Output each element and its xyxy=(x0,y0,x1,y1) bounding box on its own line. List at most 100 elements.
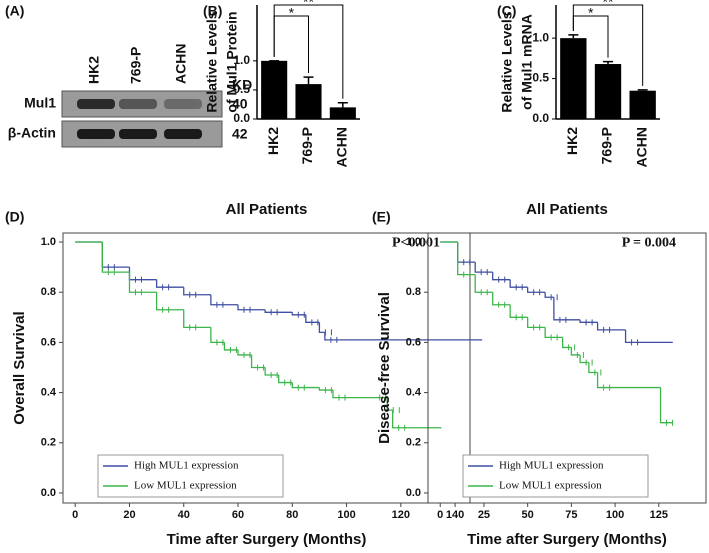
x-tick-label: 769-P xyxy=(299,127,315,164)
y-tick-label: 0.0 xyxy=(233,111,250,125)
censor-tick xyxy=(666,419,674,426)
survival-step xyxy=(264,309,293,313)
y-axis-label: Overall Survival xyxy=(11,311,28,424)
censor-tick xyxy=(324,329,332,336)
survival-step xyxy=(291,382,320,389)
legend-label: Low MUL1 expression xyxy=(499,480,602,492)
censor-tick xyxy=(576,351,584,358)
survival-step xyxy=(237,304,266,311)
censor-tick xyxy=(550,334,558,341)
y-tick-label: 0.6 xyxy=(406,336,421,348)
bar xyxy=(560,38,587,119)
legend-label: High MUL1 expression xyxy=(134,460,239,472)
survival-step xyxy=(101,242,130,273)
x-tick-label: 25 xyxy=(478,509,490,521)
survival-step xyxy=(509,304,528,318)
survival-step xyxy=(291,312,306,316)
censor-tick xyxy=(463,271,471,278)
x-tick-label: 140 xyxy=(446,509,464,521)
censor-tick xyxy=(134,276,142,283)
survival-step xyxy=(596,322,626,331)
significance-label: * xyxy=(588,5,594,21)
error-bar xyxy=(603,60,613,65)
censor-tick xyxy=(216,339,224,346)
x-tick-label: HK2 xyxy=(265,127,281,155)
survival-step xyxy=(492,292,511,306)
censor-tick xyxy=(270,309,278,316)
survival-step xyxy=(579,319,598,323)
survival-step xyxy=(474,274,493,293)
bar xyxy=(629,90,656,119)
survival-step xyxy=(318,322,325,334)
survival-step xyxy=(210,327,225,344)
survival-step xyxy=(474,262,493,273)
x-tick-label: 0 xyxy=(437,509,443,521)
survival-step xyxy=(457,242,476,276)
x-tick-label: 75 xyxy=(565,509,577,521)
y-tick-label: 1.0 xyxy=(233,53,250,67)
censor-tick xyxy=(107,264,115,271)
significance-label: * xyxy=(289,5,295,21)
censor-tick xyxy=(297,311,305,318)
y-axis-label: of Mul1 mRNA xyxy=(519,14,535,110)
censor-tick xyxy=(585,359,593,366)
y-tick-label: 0.4 xyxy=(406,386,422,398)
x-tick-label: 769-P xyxy=(599,127,615,164)
survival-step xyxy=(318,387,333,391)
error-bar xyxy=(337,101,348,108)
x-tick-label: 80 xyxy=(286,509,298,521)
censor-tick xyxy=(568,344,576,351)
unit-label: KD xyxy=(232,77,252,93)
censor-tick xyxy=(189,324,197,331)
censor-tick xyxy=(324,387,332,394)
legend-box xyxy=(97,454,284,498)
panel-label: (A) xyxy=(5,3,24,19)
survival-step xyxy=(237,349,252,356)
censor-tick xyxy=(480,269,488,276)
censor-tick xyxy=(162,284,170,291)
survival-step xyxy=(332,390,374,399)
censor-tick xyxy=(229,346,237,353)
x-tick-label: ACHN xyxy=(334,127,350,167)
kd-label: 40 xyxy=(232,96,248,112)
survival-step xyxy=(183,309,211,328)
survival-step xyxy=(553,297,581,321)
row-label: β-Actin xyxy=(8,125,56,141)
y-axis-label: of Mul1 Protein xyxy=(224,11,240,112)
y-tick-label: 1.0 xyxy=(406,236,421,248)
censor-tick xyxy=(270,372,278,379)
error-bar xyxy=(303,76,314,85)
y-tick-label: 0.0 xyxy=(41,487,56,499)
survival-step xyxy=(210,294,239,306)
censor-tick xyxy=(311,319,319,326)
x-tick-label: 40 xyxy=(178,509,190,521)
survival-step xyxy=(659,387,673,424)
band xyxy=(119,129,157,139)
x-tick-label: 0 xyxy=(72,509,78,521)
x-tick-label: 100 xyxy=(337,509,355,521)
censor-tick xyxy=(585,319,593,326)
y-tick-label: 0.8 xyxy=(41,286,56,298)
y-tick-label: 1.0 xyxy=(41,236,56,248)
censor-tick xyxy=(297,384,305,391)
censor-tick xyxy=(379,394,387,401)
lane-label: HK2 xyxy=(86,56,102,84)
censor-tick xyxy=(107,269,115,276)
survival-step xyxy=(128,272,157,293)
significance-bracket xyxy=(572,4,644,86)
bar xyxy=(594,64,622,119)
survival-step xyxy=(128,267,157,281)
censor-tick xyxy=(338,394,346,401)
survival-step xyxy=(596,372,661,389)
x-axis-label: Time after Surgery (Months) xyxy=(167,531,367,548)
censor-tick xyxy=(134,289,142,296)
panel-label: (E) xyxy=(372,209,391,225)
kd-label: 42 xyxy=(232,126,248,142)
censor-tick xyxy=(257,364,265,371)
x-tick-label: 20 xyxy=(123,509,135,521)
bar xyxy=(261,60,288,119)
y-tick-label: 0.6 xyxy=(41,336,56,348)
survival-step xyxy=(155,292,184,311)
y-tick-label: 0.0 xyxy=(406,487,421,499)
error-bar xyxy=(637,89,648,91)
